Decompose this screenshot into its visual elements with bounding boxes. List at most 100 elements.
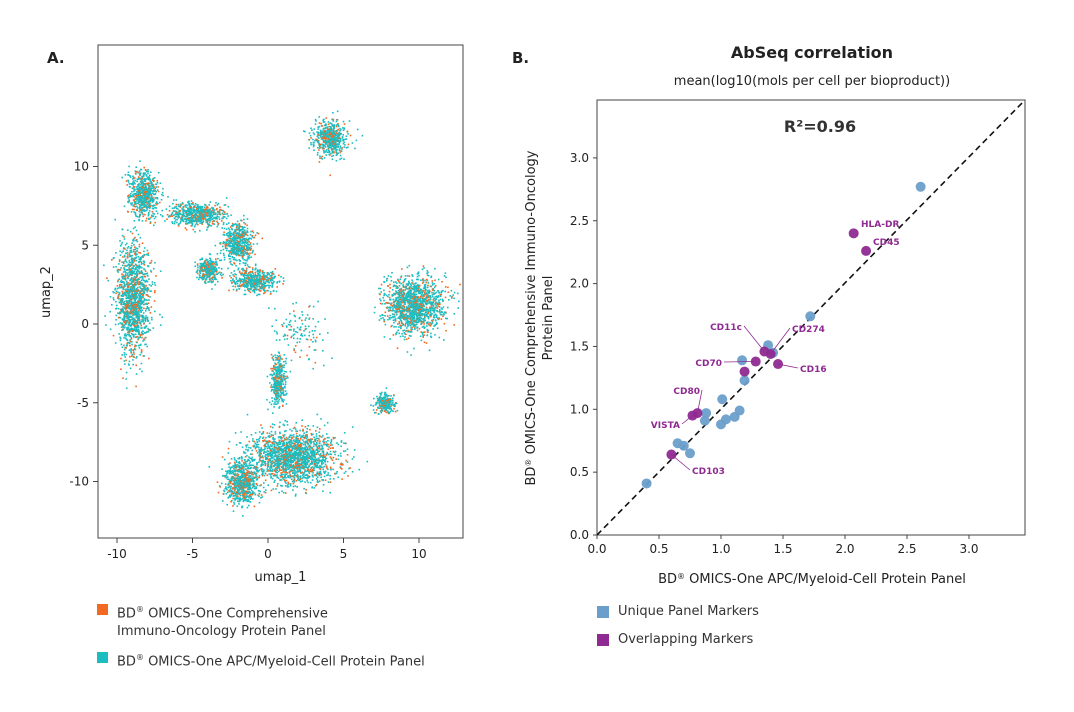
umap-cell-point — [232, 240, 235, 242]
umap-cell-point — [228, 245, 230, 248]
umap-cell-point — [142, 286, 145, 288]
umap-cell-point — [220, 220, 223, 222]
umap-cell-point — [155, 203, 158, 206]
umap-cell-point — [141, 175, 143, 178]
umap-cell-point — [142, 283, 145, 285]
umap-cell-point — [201, 212, 204, 215]
umap-cell-point — [134, 188, 136, 191]
umap-cell-point — [231, 245, 234, 247]
umap-cell-point — [205, 209, 208, 211]
umap-cell-point — [429, 306, 431, 309]
umap-cell-point — [125, 272, 127, 274]
umap-cell-point — [132, 277, 135, 280]
umap-cell-point — [270, 280, 272, 282]
umap-cell-point — [131, 285, 133, 288]
umap-cell-point — [222, 217, 224, 220]
umap-cell-point — [207, 265, 210, 268]
umap-cell-point — [215, 260, 217, 263]
umap-cell-point — [344, 144, 346, 146]
umap-cell-point — [126, 249, 128, 252]
umap-cell-point — [154, 284, 157, 286]
umap-cell-point — [328, 128, 331, 130]
umap-cell-point — [320, 146, 322, 149]
umap-cell-point — [245, 233, 247, 236]
umap-cell-point — [132, 359, 134, 361]
umap-cell-point — [120, 309, 122, 312]
umap-cell-point — [224, 213, 226, 215]
umap-cell-point — [200, 217, 203, 219]
umap-cell-point — [252, 280, 255, 283]
umap-cell-point — [141, 288, 144, 291]
umap-cell-point — [136, 178, 139, 181]
umap-cell-point — [230, 245, 232, 247]
umap-cell-point — [209, 221, 211, 223]
umap-cell-point — [254, 288, 257, 291]
umap-cell-point — [143, 182, 146, 185]
umap-cell-point — [243, 246, 245, 249]
umap-cell-point — [146, 249, 149, 252]
umap-cell-point — [242, 284, 245, 287]
umap-cell-point — [272, 282, 274, 284]
umap-cell-point — [132, 303, 134, 306]
umap-cell-point — [140, 272, 142, 274]
umap-cell-point — [317, 126, 319, 128]
umap-cell-point — [195, 206, 198, 209]
umap-cell-point — [141, 262, 143, 265]
umap-cell-point — [190, 209, 192, 211]
umap-cell-point — [148, 283, 151, 286]
umap-cell-point — [242, 283, 244, 286]
umap-cell-point — [219, 206, 221, 209]
umap-cell-point — [141, 302, 144, 305]
umap-cell-point — [229, 230, 231, 233]
umap-cell-point — [132, 335, 135, 337]
umap-cell-point — [148, 176, 150, 178]
umap-cell-point — [141, 370, 143, 373]
umap-cell-point — [140, 195, 143, 198]
umap-cell-point — [231, 243, 234, 245]
umap-cell-point — [148, 196, 151, 199]
umap-cell-point — [192, 228, 195, 231]
umap-cell-point — [259, 280, 262, 283]
umap-cell-point — [223, 241, 226, 244]
umap-cell-point — [148, 210, 151, 212]
umap-cell-point — [146, 253, 149, 256]
umap-cell-point — [127, 363, 130, 365]
umap-cell-point — [253, 280, 256, 283]
umap-cell-point — [203, 208, 206, 211]
umap-cell-point — [209, 257, 212, 260]
umap-cell-point — [134, 205, 137, 208]
umap-cell-point — [211, 211, 214, 214]
umap-cell-point — [124, 315, 127, 317]
umap-cell-point — [240, 278, 242, 281]
umap-cell-point — [329, 122, 331, 124]
umap-cell-point — [339, 147, 341, 149]
umap-cell-point — [325, 140, 327, 142]
umap-cell-point — [136, 193, 138, 196]
umap-cell-point — [412, 283, 415, 285]
umap-cell-point — [135, 266, 137, 269]
umap-cell-point — [180, 217, 182, 219]
umap-cell-point — [245, 267, 248, 270]
umap-cell-point — [126, 321, 128, 324]
umap-cell-point — [134, 304, 137, 307]
umap-cell-point — [131, 293, 133, 295]
umap-cell-point — [253, 276, 255, 279]
umap-cell-point — [206, 229, 208, 231]
umap-cell-point — [117, 308, 120, 310]
umap-cell-point — [118, 269, 121, 271]
umap-cell-point — [135, 364, 137, 367]
umap-cell-point — [152, 180, 155, 182]
umap-cell-point — [215, 273, 218, 275]
umap-cell-point — [186, 207, 189, 209]
umap-cell-point — [346, 130, 349, 133]
umap-cell-point — [205, 266, 207, 268]
umap-cell-point — [421, 321, 423, 324]
umap-cell-point — [145, 280, 148, 283]
umap-cell-point — [319, 132, 321, 134]
umap-cell-point — [428, 302, 430, 305]
umap-cell-point — [161, 209, 164, 212]
umap-cell-point — [237, 280, 240, 282]
umap-cell-point — [261, 278, 264, 280]
umap-cell-point — [141, 266, 143, 269]
umap-cell-point — [239, 282, 242, 284]
